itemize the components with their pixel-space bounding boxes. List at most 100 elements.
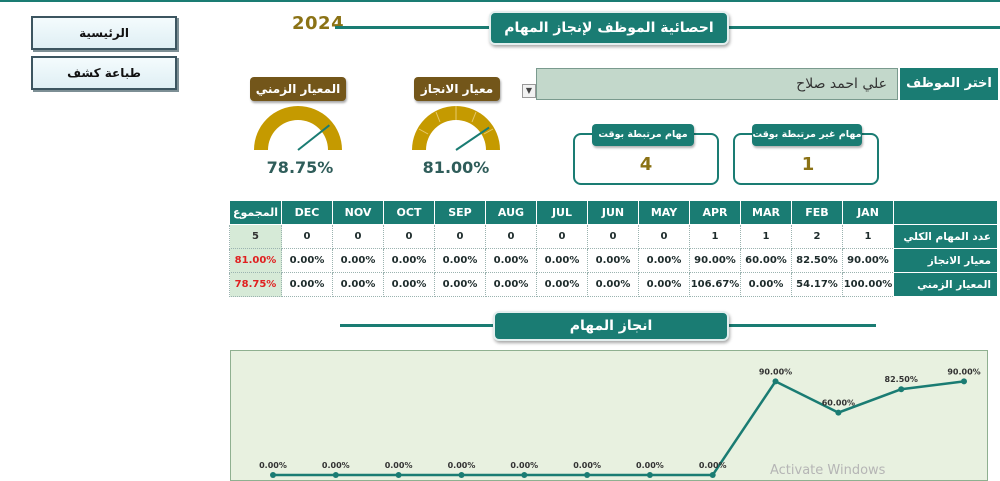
table-cell: 0: [332, 224, 384, 249]
table-cell: 0: [485, 224, 537, 249]
gauge-tick: [483, 128, 494, 135]
top-border-line: [0, 0, 1000, 2]
month-header: DEC: [281, 200, 333, 225]
month-header: OCT: [383, 200, 435, 225]
total-header: المجموع: [229, 200, 282, 225]
data-label: 0.00%: [259, 461, 287, 470]
data-point: [270, 472, 276, 478]
table-header-row: المجموع DEC NOV OCT SEP AUG JUL JUN MAY …: [229, 200, 998, 225]
achievement-gauge-arc: [412, 106, 500, 150]
time-gauge-value: 78.75%: [266, 158, 334, 177]
month-header: AUG: [485, 200, 537, 225]
row-label: معيار الانجاز: [893, 248, 998, 273]
table-cell: 0: [536, 224, 588, 249]
month-header: JAN: [842, 200, 894, 225]
achievement-gauge-needle: [455, 126, 490, 151]
table-cell: 0.00%: [332, 272, 384, 297]
table-cell: 0.00%: [383, 272, 435, 297]
table-cell: 90.00%: [842, 248, 894, 273]
table-cell: 0.00%: [587, 248, 639, 273]
achievement-line-chart: 0.00% 0.00% 0.00% 0.00% 0.00% 0.00% 0.00% 0.00%…: [259, 367, 981, 478]
table-cell: 54.17%: [791, 272, 843, 297]
month-header: NOV: [332, 200, 384, 225]
table-cell: 0.00%: [740, 272, 792, 297]
table-cell: 0: [587, 224, 639, 249]
time-gauge: [254, 106, 342, 151]
data-label: 0.00%: [699, 461, 727, 470]
table-row: 5 0 0 0 0 0 0 0 0 1 1 2 1 عدد المهام الك…: [229, 224, 998, 249]
chart-section-title: انجاز المهام: [493, 311, 729, 341]
data-label: 0.00%: [636, 461, 664, 470]
table-cell: 1: [842, 224, 894, 249]
employee-select-label: اختر الموظف: [900, 68, 998, 100]
data-label: 0.00%: [448, 461, 476, 470]
table-cell: 1: [689, 224, 741, 249]
untimed-tasks-value: 1: [801, 154, 815, 175]
data-label: 0.00%: [385, 461, 413, 470]
table-cell: 0.00%: [434, 272, 486, 297]
gauge-tick: [418, 128, 429, 135]
table-cell: 60.00%: [740, 248, 792, 273]
year-label: 2024: [292, 13, 345, 34]
dropdown-arrow-icon[interactable]: ▼: [522, 84, 536, 98]
achievement-line-chart-area: 0.00% 0.00% 0.00% 0.00% 0.00% 0.00% 0.00% 0.00%…: [230, 350, 988, 481]
table-cell: 0.00%: [383, 248, 435, 273]
data-label: 90.00%: [947, 367, 980, 376]
table-cell: 0: [383, 224, 435, 249]
achievement-gauge-value: 81.00%: [422, 158, 490, 177]
table-cell: 106.67%: [689, 272, 741, 297]
month-header: MAY: [638, 200, 690, 225]
table-cell: 0.00%: [536, 248, 588, 273]
table-cell: 0.00%: [638, 272, 690, 297]
gauge-tick: [471, 111, 477, 123]
table-cell: 0.00%: [281, 248, 333, 273]
table-cell: 0.00%: [281, 272, 333, 297]
data-label: 82.50%: [885, 375, 918, 384]
table-cell: 0.00%: [485, 272, 537, 297]
total-cell: 81.00%: [229, 248, 282, 273]
time-gauge-title: المعيار الزمني: [250, 77, 346, 101]
row-label-header: [893, 200, 998, 225]
data-label: 60.00%: [822, 399, 855, 408]
table-cell: 0.00%: [587, 272, 639, 297]
data-point: [521, 472, 528, 478]
print-report-button[interactable]: طباعة كشف: [31, 56, 177, 90]
table-cell: 2: [791, 224, 843, 249]
total-cell: 5: [229, 224, 282, 249]
time-gauge-needle: [297, 124, 331, 151]
month-header: SEP: [434, 200, 486, 225]
table-cell: 0: [281, 224, 333, 249]
table-row: 81.00% 0.00% 0.00% 0.00% 0.00% 0.00% 0.0…: [229, 248, 998, 273]
data-point: [835, 409, 842, 416]
row-label: المعيار الزمني: [893, 272, 998, 297]
employee-select[interactable]: علي احمد صلاح: [536, 68, 898, 100]
timed-tasks-value: 4: [639, 154, 653, 175]
data-point: [646, 472, 653, 478]
data-label: 0.00%: [510, 461, 538, 470]
home-button[interactable]: الرئيسية: [31, 16, 177, 50]
table-cell: 0.00%: [434, 248, 486, 273]
data-point: [709, 472, 716, 478]
table-cell: 0.00%: [638, 248, 690, 273]
table-cell: 100.00%: [842, 272, 894, 297]
table-cell: 0.00%: [332, 248, 384, 273]
table-cell: 0.00%: [485, 248, 537, 273]
row-label: عدد المهام الكلي: [893, 224, 998, 249]
data-point: [898, 386, 905, 393]
activate-windows-watermark: Activate Windows: [770, 463, 886, 478]
table-cell: 0: [434, 224, 486, 249]
month-header: MAR: [740, 200, 792, 225]
achievement-gauge-title: معيار الانجاز: [414, 77, 500, 101]
data-point: [961, 378, 967, 385]
gauge-tick: [435, 111, 441, 123]
table-cell: 90.00%: [689, 248, 741, 273]
total-cell: 78.75%: [229, 272, 282, 297]
data-point: [772, 378, 779, 385]
data-label: 0.00%: [573, 461, 601, 470]
data-point: [395, 472, 402, 478]
table-cell: 0: [638, 224, 690, 249]
month-header: JUL: [536, 200, 588, 225]
month-header: APR: [689, 200, 741, 225]
table-cell: 0.00%: [536, 272, 588, 297]
data-point: [332, 472, 339, 478]
